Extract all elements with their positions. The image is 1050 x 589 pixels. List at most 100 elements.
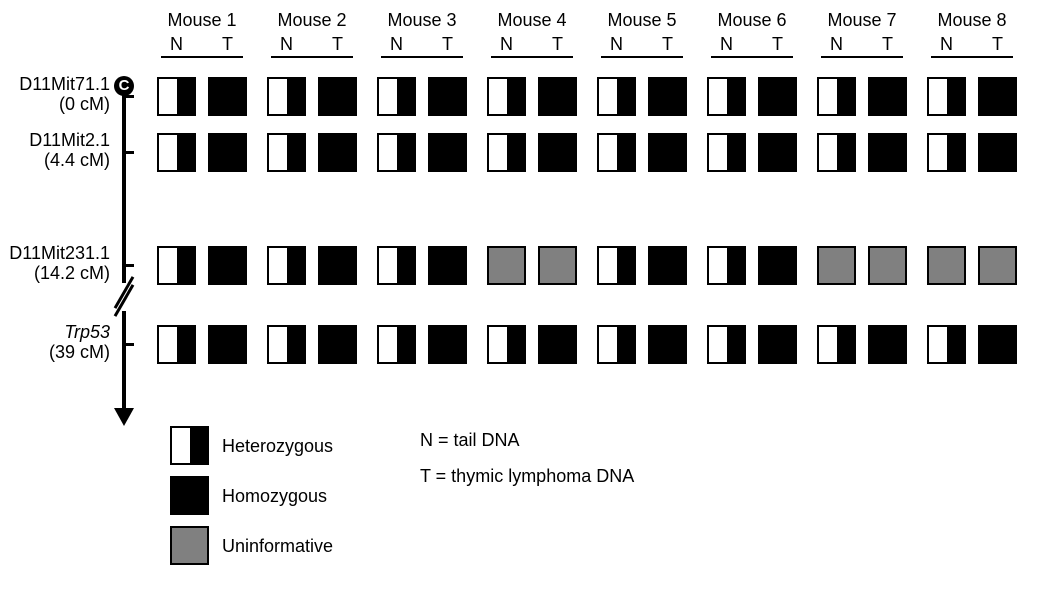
genotype-square <box>597 246 636 285</box>
marker-label: D11Mit2.1(4.4 cM) <box>0 131 110 171</box>
square-border <box>318 77 357 116</box>
square-border <box>597 246 636 285</box>
square-border <box>707 77 746 116</box>
square-border <box>377 77 416 116</box>
square-border <box>538 77 577 116</box>
sample-label-T: T <box>758 34 797 55</box>
square-border <box>267 325 306 364</box>
genotype-square <box>648 133 687 172</box>
square-border <box>157 246 196 285</box>
marker-distance: (39 cM) <box>0 343 110 363</box>
genotype-square <box>267 77 306 116</box>
square-border <box>927 77 966 116</box>
square-border <box>978 246 1017 285</box>
legend-label: Heterozygous <box>222 436 333 457</box>
sample-label-N: N <box>157 34 196 55</box>
genotype-square <box>707 246 746 285</box>
square-border <box>868 77 907 116</box>
marker-distance: (14.2 cM) <box>0 264 110 284</box>
header-underline <box>601 56 683 58</box>
square-border <box>157 325 196 364</box>
genotype-square <box>428 133 467 172</box>
genotype-square <box>170 426 209 465</box>
square-border <box>597 133 636 172</box>
square-border <box>648 133 687 172</box>
square-border <box>868 133 907 172</box>
genotype-square <box>428 325 467 364</box>
marker-name: D11Mit2.1 <box>0 131 110 151</box>
marker-distance: (4.4 cM) <box>0 151 110 171</box>
genotype-square <box>597 325 636 364</box>
genotype-square <box>758 325 797 364</box>
genotype-square <box>648 246 687 285</box>
genotype-square <box>707 133 746 172</box>
arrow-down-icon <box>114 408 134 426</box>
header-underline <box>381 56 463 58</box>
square-border <box>868 246 907 285</box>
sample-label-T: T <box>208 34 247 55</box>
genotype-square <box>978 325 1017 364</box>
marker-label: D11Mit231.1(14.2 cM) <box>0 244 110 284</box>
genotype-square <box>927 77 966 116</box>
square-border <box>318 133 357 172</box>
square-border <box>817 133 856 172</box>
genotype-square <box>377 133 416 172</box>
square-border <box>758 325 797 364</box>
square-border <box>157 77 196 116</box>
chromosome-axis <box>122 88 126 290</box>
sample-label-T: T <box>978 34 1017 55</box>
genotype-square <box>978 77 1017 116</box>
genotype-square <box>208 246 247 285</box>
genotype-square <box>538 77 577 116</box>
sample-label-N: N <box>267 34 306 55</box>
header-underline <box>271 56 353 58</box>
genotype-square <box>487 325 526 364</box>
genotype-square <box>157 325 196 364</box>
square-border <box>927 246 966 285</box>
square-border <box>707 325 746 364</box>
square-border <box>648 325 687 364</box>
square-border <box>978 77 1017 116</box>
square-border <box>267 133 306 172</box>
genotype-square <box>267 325 306 364</box>
header-underline <box>931 56 1013 58</box>
square-border <box>978 133 1017 172</box>
genotype-square <box>377 246 416 285</box>
genotype-square <box>318 325 357 364</box>
genotype-square <box>538 133 577 172</box>
square-border <box>707 246 746 285</box>
square-border <box>428 246 467 285</box>
mouse-header: Mouse 5 <box>589 10 695 31</box>
sample-label-N: N <box>927 34 966 55</box>
header-underline <box>711 56 793 58</box>
square-border <box>597 77 636 116</box>
square-border <box>487 325 526 364</box>
square-border <box>817 246 856 285</box>
axis-tick <box>124 264 134 267</box>
square-border <box>318 246 357 285</box>
square-border <box>377 246 416 285</box>
genotype-square <box>648 77 687 116</box>
marker-name: D11Mit231.1 <box>0 244 110 264</box>
square-border <box>538 246 577 285</box>
square-border <box>597 325 636 364</box>
square-border <box>208 246 247 285</box>
genotype-square <box>927 133 966 172</box>
genotype-square <box>208 325 247 364</box>
header-underline <box>161 56 243 58</box>
square-border <box>758 133 797 172</box>
mouse-header: Mouse 4 <box>479 10 585 31</box>
marker-name: D11Mit71.1 <box>0 75 110 95</box>
genotype-square <box>267 246 306 285</box>
square-border <box>487 246 526 285</box>
genotype-square <box>707 325 746 364</box>
figure-canvas: { "dimensions": { "width": 1050, "height… <box>0 0 1050 589</box>
square-border <box>927 133 966 172</box>
genotype-square <box>817 246 856 285</box>
square-border <box>208 325 247 364</box>
square-border <box>817 77 856 116</box>
centromere-label: C <box>114 76 134 96</box>
marker-label: D11Mit71.1(0 cM) <box>0 75 110 115</box>
genotype-square <box>428 246 467 285</box>
axis-break-icon <box>106 283 142 311</box>
